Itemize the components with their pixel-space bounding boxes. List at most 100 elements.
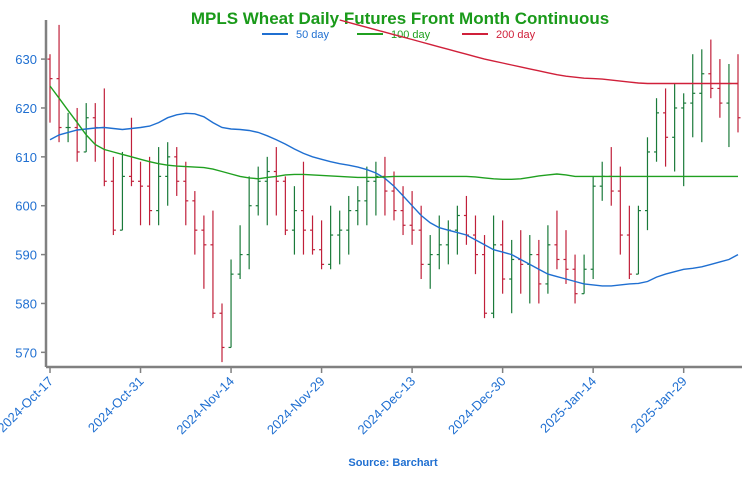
x-tick-label: 2024-Dec-30 bbox=[445, 374, 509, 438]
ohlc-bar bbox=[735, 54, 741, 133]
ohlc-bar bbox=[482, 235, 488, 319]
x-tick-label: 2024-Oct-31 bbox=[85, 374, 147, 436]
ohlc-bar bbox=[210, 210, 216, 319]
ohlc-bar bbox=[56, 24, 62, 143]
ohlc-bar bbox=[708, 39, 714, 99]
legend-entry: 100 day bbox=[391, 29, 431, 41]
ohlc-bar bbox=[599, 161, 605, 201]
ohlc-bar bbox=[273, 147, 279, 216]
ohlc-bar bbox=[581, 254, 587, 295]
x-tick-label: 2025-Jan-14 bbox=[537, 374, 599, 436]
ohlc-bar bbox=[717, 59, 723, 118]
ohlc-bar bbox=[690, 54, 696, 138]
ohlc-bar bbox=[346, 195, 352, 255]
ohlc-bar bbox=[138, 161, 144, 226]
ohlc-bar bbox=[228, 259, 234, 349]
ohlc-bar bbox=[165, 142, 171, 206]
x-tick-label: 2024-Dec-13 bbox=[354, 374, 418, 438]
ohlc-bar bbox=[219, 303, 225, 363]
ma-line-50-day bbox=[49, 112, 739, 287]
y-tick-label: 620 bbox=[15, 101, 37, 116]
ohlc-bar bbox=[310, 215, 316, 255]
ohlc-bar bbox=[590, 176, 596, 280]
ohlc-bar bbox=[74, 107, 80, 162]
ma-line-100-day bbox=[49, 85, 738, 180]
ohlc-bar bbox=[147, 156, 153, 226]
ohlc-bar bbox=[391, 171, 397, 221]
ohlc-bar bbox=[291, 186, 297, 255]
ohlc-bar bbox=[699, 49, 705, 143]
ohlc-bar bbox=[373, 161, 379, 216]
y-tick-label: 610 bbox=[15, 150, 37, 165]
ohlc-bar bbox=[83, 103, 89, 153]
ohlc-bar bbox=[500, 220, 506, 294]
ohlc-bar bbox=[319, 220, 325, 270]
ohlc-bar bbox=[563, 230, 569, 284]
source-label: Source: Barchart bbox=[348, 457, 438, 469]
ohlc-bar bbox=[644, 137, 650, 231]
ohlc-bar bbox=[400, 186, 406, 236]
moving-average-lines bbox=[49, 19, 739, 287]
ohlc-bar bbox=[156, 147, 162, 226]
ohlc-bars bbox=[47, 24, 741, 363]
ohlc-bar bbox=[572, 254, 578, 304]
ohlc-bar bbox=[92, 103, 98, 162]
y-tick-label: 630 bbox=[15, 52, 37, 67]
y-tick-label: 590 bbox=[15, 248, 37, 263]
ohlc-bar bbox=[65, 112, 71, 143]
ohlc-bar bbox=[183, 161, 189, 226]
ohlc-bar bbox=[355, 186, 361, 226]
ohlc-bar bbox=[672, 83, 678, 172]
ohlc-bar bbox=[246, 176, 252, 270]
ohlc-bar bbox=[328, 205, 334, 270]
ohlc-bar bbox=[491, 215, 497, 319]
ohlc-bar bbox=[626, 205, 632, 280]
ohlc-bar bbox=[364, 166, 370, 226]
ohlc-bar bbox=[654, 98, 660, 162]
ohlc-bar bbox=[264, 156, 270, 226]
ohlc-bar bbox=[454, 205, 460, 255]
ohlc-bar bbox=[463, 195, 469, 245]
chart-title: MPLS Wheat Daily Futures Front Month Con… bbox=[191, 9, 609, 28]
legend: 50 day 100 day 200 day bbox=[262, 29, 536, 41]
ohlc-bar bbox=[554, 210, 560, 270]
ohlc-bar bbox=[427, 235, 433, 289]
y-axis-ticks: 570 580 590 600 610 620 630 bbox=[15, 52, 46, 360]
ohlc-bar bbox=[436, 215, 442, 270]
y-tick-label: 570 bbox=[15, 345, 37, 360]
ohlc-bar bbox=[472, 215, 478, 275]
ohlc-bar bbox=[110, 156, 116, 236]
ohlc-bar bbox=[536, 239, 542, 304]
ohlc-bar bbox=[337, 210, 343, 265]
ohlc-bar bbox=[409, 191, 415, 245]
ohlc-bar bbox=[681, 93, 687, 187]
ohlc-bar bbox=[201, 215, 207, 289]
ohlc-bar bbox=[635, 205, 641, 275]
ohlc-bar bbox=[119, 151, 125, 231]
ohlc-bar bbox=[518, 230, 524, 294]
ohlc-bar bbox=[255, 166, 261, 216]
ohlc-bar bbox=[527, 235, 533, 304]
ohlc-bar bbox=[101, 88, 107, 187]
ohlc-bar bbox=[663, 88, 669, 167]
ohlc-bar bbox=[382, 156, 388, 216]
ohlc-bar bbox=[47, 54, 53, 123]
ohlc-bar bbox=[445, 220, 451, 265]
ohlc-bar bbox=[300, 161, 306, 255]
legend-entry: 50 day bbox=[296, 29, 330, 41]
x-axis-ticks: 2024-Oct-17 2024-Oct-31 2024-Nov-14 2024-No… bbox=[0, 367, 690, 437]
x-tick-label: 2024-Nov-14 bbox=[173, 374, 237, 438]
x-tick-label: 2024-Nov-29 bbox=[264, 374, 328, 438]
ohlc-bar bbox=[726, 63, 732, 148]
ma-line-200-day bbox=[339, 19, 738, 85]
x-tick-label: 2024-Oct-17 bbox=[0, 374, 56, 436]
x-tick-label: 2025-Jan-29 bbox=[628, 374, 690, 436]
legend-entry: 200 day bbox=[496, 29, 536, 41]
ohlc-bar bbox=[174, 147, 180, 196]
ohlc-bar bbox=[192, 191, 198, 255]
ohlc-bar bbox=[418, 205, 424, 280]
ohlc-bar bbox=[282, 176, 288, 236]
ohlc-bar bbox=[617, 166, 623, 255]
ohlc-bar bbox=[509, 239, 515, 314]
